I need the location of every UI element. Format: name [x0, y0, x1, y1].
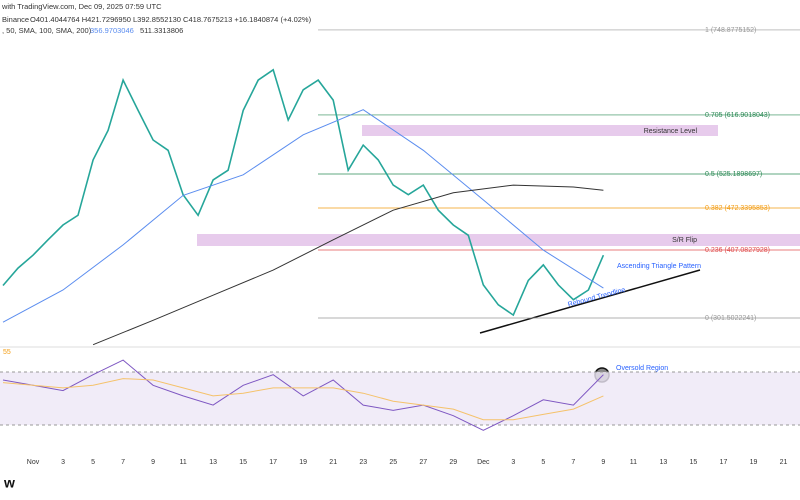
resistance-label: Resistance Level [644, 128, 698, 135]
x-tick-label: Dec [477, 459, 490, 466]
series-line [92, 184, 604, 346]
x-tick-label: 3 [61, 459, 65, 466]
resistance-zone [362, 125, 718, 136]
rsi-value: 55 [3, 349, 11, 356]
x-tick-label: 15 [239, 459, 247, 466]
source: with TradingView.com, Dec 09, 2025 07:59… [1, 2, 162, 11]
sr-label: S/R Flip [672, 237, 697, 244]
fib-label: 0.382 (472.3395853) [705, 205, 770, 212]
x-tick-label: 25 [389, 459, 397, 466]
x-tick-label: 5 [541, 459, 545, 466]
x-tick-label: 29 [449, 459, 457, 466]
exchange: Binance [2, 15, 29, 24]
fib-label: 0.5 (525.1898697) [705, 171, 762, 178]
x-tick-label: 11 [179, 459, 186, 466]
x-tick-label: 19 [299, 459, 307, 466]
x-tick-label: 15 [690, 459, 698, 466]
x-tick-label: 3 [511, 459, 515, 466]
x-tick-label: 21 [780, 459, 788, 466]
sr-zone [197, 234, 800, 246]
series-line [2, 359, 604, 431]
fib-label: 0 (301.5022241) [705, 315, 756, 322]
indicators: , 50, SMA, 100, SMA, 200) [2, 26, 92, 35]
logo: w [3, 475, 15, 491]
x-tick-label: 7 [571, 459, 575, 466]
x-tick-label: 17 [720, 459, 728, 466]
oversold-label: Oversold Region [616, 365, 668, 372]
x-tick-label: 9 [601, 459, 605, 466]
series-line [2, 378, 604, 421]
trendline [479, 269, 701, 334]
x-tick-label: Nov [27, 459, 40, 466]
fib-label: 0.236 (407.0827928) [705, 247, 770, 254]
x-tick-label: 7 [121, 459, 125, 466]
x-tick-label: 11 [630, 459, 637, 466]
x-tick-label: 27 [419, 459, 427, 466]
x-tick-label: 17 [269, 459, 277, 466]
rsi-band [0, 372, 800, 426]
fib-label: 1 (748.8775152) [705, 27, 756, 34]
triangle-label: Ascending Triangle Pattern [617, 263, 701, 270]
x-tick-label: 5 [91, 459, 95, 466]
x-tick-label: 23 [359, 459, 367, 466]
series-line [2, 109, 604, 323]
x-tick-label: 21 [329, 459, 337, 466]
series-line [2, 68, 605, 317]
x-tick-label: 13 [660, 459, 668, 466]
x-tick-label: 19 [750, 459, 758, 466]
x-tick-label: 13 [209, 459, 217, 466]
sma50: 356.9703046 [90, 26, 134, 35]
x-tick-label: 9 [151, 459, 155, 466]
ohlc: O401.4044764 H421.7296950 L392.8552130 C… [30, 15, 312, 24]
sma200: 511.3313806 [140, 26, 183, 35]
fib-label: 0.705 (616.9018043) [705, 112, 770, 119]
